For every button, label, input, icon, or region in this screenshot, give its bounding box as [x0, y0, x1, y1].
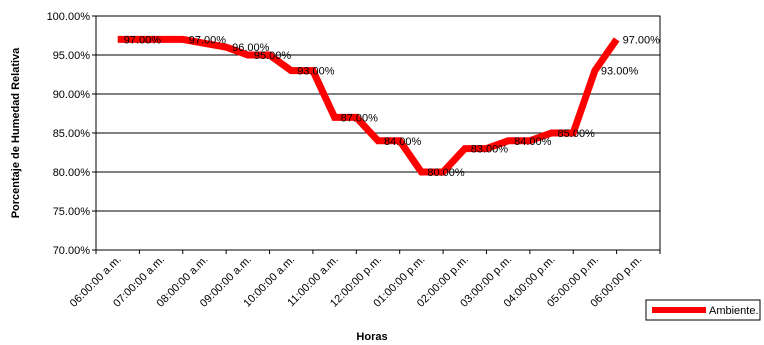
data-label: 93.00%	[601, 66, 639, 78]
legend-entry-ambiente: Ambiente.	[709, 305, 759, 317]
y-tick-label: 70.00%	[53, 245, 91, 257]
y-tick-label: 95.00%	[53, 50, 91, 62]
y-tick-label: 80.00%	[53, 167, 91, 179]
series-line-ambiente	[117, 35, 620, 176]
legend: Ambiente.	[645, 299, 761, 321]
y-axis-title: Porcentaje de Humedad Relativa	[10, 47, 22, 218]
data-label: 97.00%	[189, 34, 227, 46]
data-label: 84.00%	[514, 136, 552, 148]
x-axis-ticks: 06:00:00 a.m.07:00:00 a.m.08:00:00 a.m.0…	[68, 250, 661, 310]
data-label: 96.00%	[232, 42, 270, 54]
y-tick-label: 90.00%	[53, 89, 91, 101]
y-tick-label: 75.00%	[53, 206, 91, 218]
y-tick-label: 85.00%	[53, 128, 91, 140]
series-layer	[117, 35, 620, 176]
x-axis-title: Horas	[356, 331, 387, 343]
y-tick-label: 100.00%	[47, 11, 91, 23]
data-label: 85.00%	[558, 128, 596, 140]
data-label: 97.00%	[623, 34, 661, 46]
data-label: 84.00%	[384, 136, 422, 148]
data-label: 87.00%	[341, 112, 379, 124]
data-label: 93.00%	[297, 66, 335, 78]
data-labels: 97.00% 97.00% 96.00%95.00% 93.00% 87.00% 84.0…	[124, 34, 660, 179]
data-label: 83.00%	[471, 144, 509, 156]
data-label: 95.00%	[254, 50, 292, 62]
y-axis-ticks: 70.00% 75.00% 80.00% 85.00% 90.00% 95.00% 100.…	[47, 11, 96, 257]
data-label: 97.00%	[124, 34, 162, 46]
data-label: 80.00%	[427, 167, 465, 179]
